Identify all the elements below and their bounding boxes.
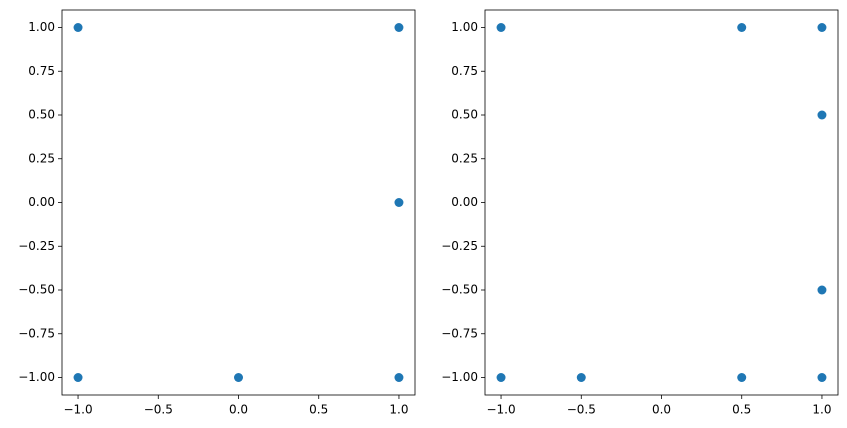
x-tick-label: −0.5 <box>567 403 596 417</box>
scatter-point <box>737 23 747 32</box>
y-tick-label: −0.75 <box>18 326 55 340</box>
y-tick-label: −0.50 <box>441 283 478 297</box>
y-tick-label: −0.75 <box>441 326 478 340</box>
y-tick-label: −0.25 <box>441 239 478 253</box>
y-tick-label: 0.75 <box>451 64 478 78</box>
x-tick-label: −1.0 <box>63 403 92 417</box>
y-tick-label: −0.25 <box>18 239 55 253</box>
x-tick-label: 0.0 <box>229 403 248 417</box>
x-tick-label: 0.5 <box>732 403 751 417</box>
scatter-point <box>817 285 827 295</box>
y-tick-label: 0.25 <box>28 151 55 165</box>
y-tick-label: −0.50 <box>18 283 55 297</box>
y-tick-label: 0.50 <box>451 108 478 122</box>
axes-frame <box>61 9 416 396</box>
scatter-point <box>394 373 404 382</box>
scatter-point <box>496 373 506 382</box>
scatter-point <box>73 23 83 32</box>
x-tick-label: −0.5 <box>144 403 173 417</box>
scatter-point <box>394 198 404 207</box>
y-tick-label: 0.75 <box>28 64 55 78</box>
x-tick-label: 1.0 <box>389 403 408 417</box>
scatter-point <box>576 373 586 382</box>
y-tick-label: 0.25 <box>451 151 478 165</box>
y-tick-label: 0.50 <box>28 108 55 122</box>
scatter-point <box>817 373 827 382</box>
scatter-point <box>737 373 747 382</box>
scatter-point <box>234 373 243 382</box>
y-tick-label: −1.00 <box>441 370 478 384</box>
axes-frame <box>484 9 839 396</box>
x-tick-label: −1.0 <box>486 403 515 417</box>
y-tick-label: 1.00 <box>451 20 478 34</box>
x-tick-label: 0.5 <box>309 403 328 417</box>
y-tick-label: 0.00 <box>28 195 55 209</box>
y-tick-label: 1.00 <box>28 20 55 34</box>
y-tick-label: 0.00 <box>451 195 478 209</box>
scatter-point <box>394 23 404 32</box>
x-tick-label: 0.0 <box>652 403 671 417</box>
scatter-point <box>817 23 827 32</box>
scatter-point <box>496 23 506 32</box>
scatter-point <box>73 373 83 382</box>
x-tick-label: 1.0 <box>812 403 831 417</box>
scatter-point <box>817 110 827 120</box>
y-tick-label: −1.00 <box>18 370 55 384</box>
